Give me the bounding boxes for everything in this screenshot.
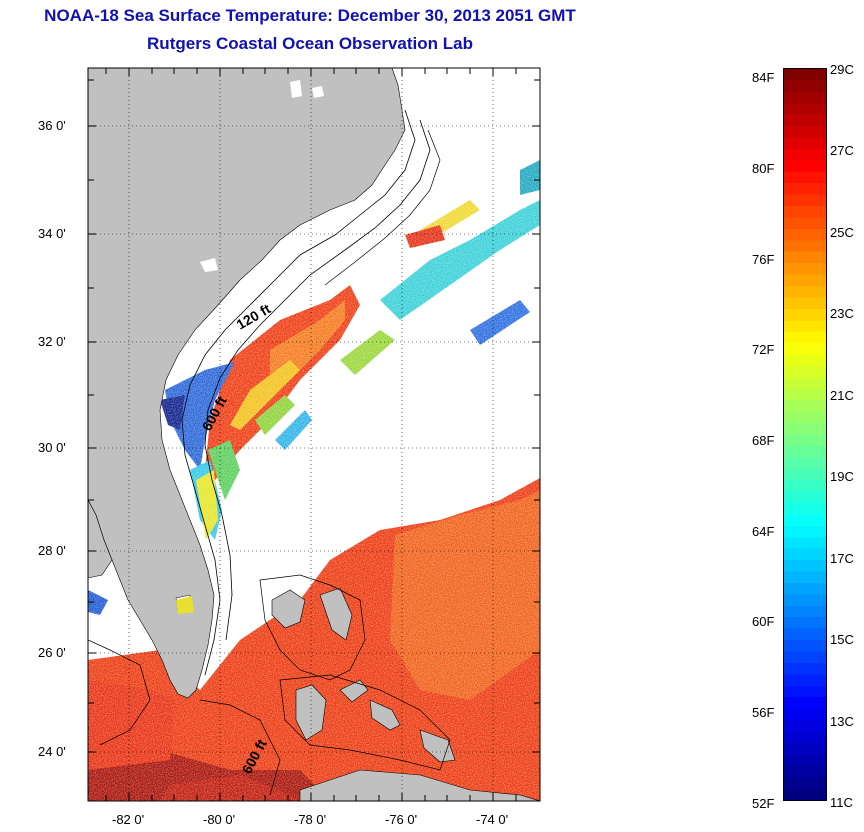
lon-label-74: -74 0': [476, 812, 509, 827]
cb-c-11: 11C: [830, 795, 853, 810]
land-mainland: [88, 68, 406, 699]
bahamas-south: [419, 729, 456, 763]
map-subtitle: Rutgers Coastal Ocean Observation Lab: [147, 34, 473, 53]
lat-label-24: 24 0': [38, 744, 66, 759]
tick-marks: [88, 68, 540, 801]
lake-nc: [290, 80, 302, 98]
bahamas-bank-abaco: [319, 587, 353, 641]
contour-bahamas-2: [279, 674, 451, 771]
cb-c-25: 25C: [830, 225, 854, 240]
warm-yellow-patch: [176, 596, 194, 614]
cb-c-23: 23C: [830, 306, 854, 321]
lat-label-34: 34 0': [38, 226, 66, 241]
lon-label-78: -78 0': [294, 812, 327, 827]
cb-c-21: 21C: [830, 388, 854, 403]
cb-c-19: 19C: [830, 469, 854, 484]
lat-label-30: 30 0': [38, 440, 66, 455]
contour-straits: [199, 699, 281, 796]
lat-label-28: 28 0': [38, 543, 66, 558]
cb-f-84: 84F: [752, 70, 775, 85]
cb-f-56: 56F: [752, 705, 775, 720]
lon-label-82: -82 0': [112, 812, 145, 827]
land-cuba: [299, 769, 540, 801]
bahamas-bank-north: [271, 589, 306, 629]
cb-c-15: 15C: [830, 632, 854, 647]
map-title: NOAA-18 Sea Surface Temperature: Decembe…: [44, 6, 576, 25]
cb-f-68: 68F: [752, 433, 775, 448]
lake-nc-2: [312, 86, 324, 98]
temperature-colorbar: [783, 68, 827, 801]
cb-c-17: 17C: [830, 551, 854, 566]
cb-f-72: 72F: [752, 342, 775, 357]
contour-bahamas-1: [259, 574, 366, 681]
cb-f-60: 60F: [752, 614, 775, 629]
graticule: [88, 68, 540, 801]
bahamas-eleuthera: [339, 679, 369, 703]
lat-label-36: 36 0': [38, 118, 66, 133]
contour-600ft: [204, 119, 431, 641]
cb-f-76: 76F: [752, 252, 775, 267]
cb-c-13: 13C: [830, 714, 854, 729]
map-frame: [87, 67, 541, 802]
lat-label-32: 32 0': [38, 334, 66, 349]
contour-gulf: [88, 639, 151, 746]
cb-f-80: 80F: [752, 161, 775, 176]
contour-deep: [324, 129, 441, 286]
cb-f-52: 52F: [752, 796, 775, 811]
lat-label-26: 26 0': [38, 645, 66, 660]
bahamas-exuma: [369, 699, 401, 731]
lon-label-80: -80 0': [203, 812, 236, 827]
land-gulf-coast: [88, 499, 113, 579]
lake-sc: [200, 258, 218, 272]
cb-c-27: 27C: [830, 143, 854, 158]
contour-120ft: [181, 109, 416, 676]
cb-c-29: 29C: [830, 62, 854, 77]
lon-label-76: -76 0': [385, 812, 418, 827]
cb-f-64: 64F: [752, 524, 775, 539]
